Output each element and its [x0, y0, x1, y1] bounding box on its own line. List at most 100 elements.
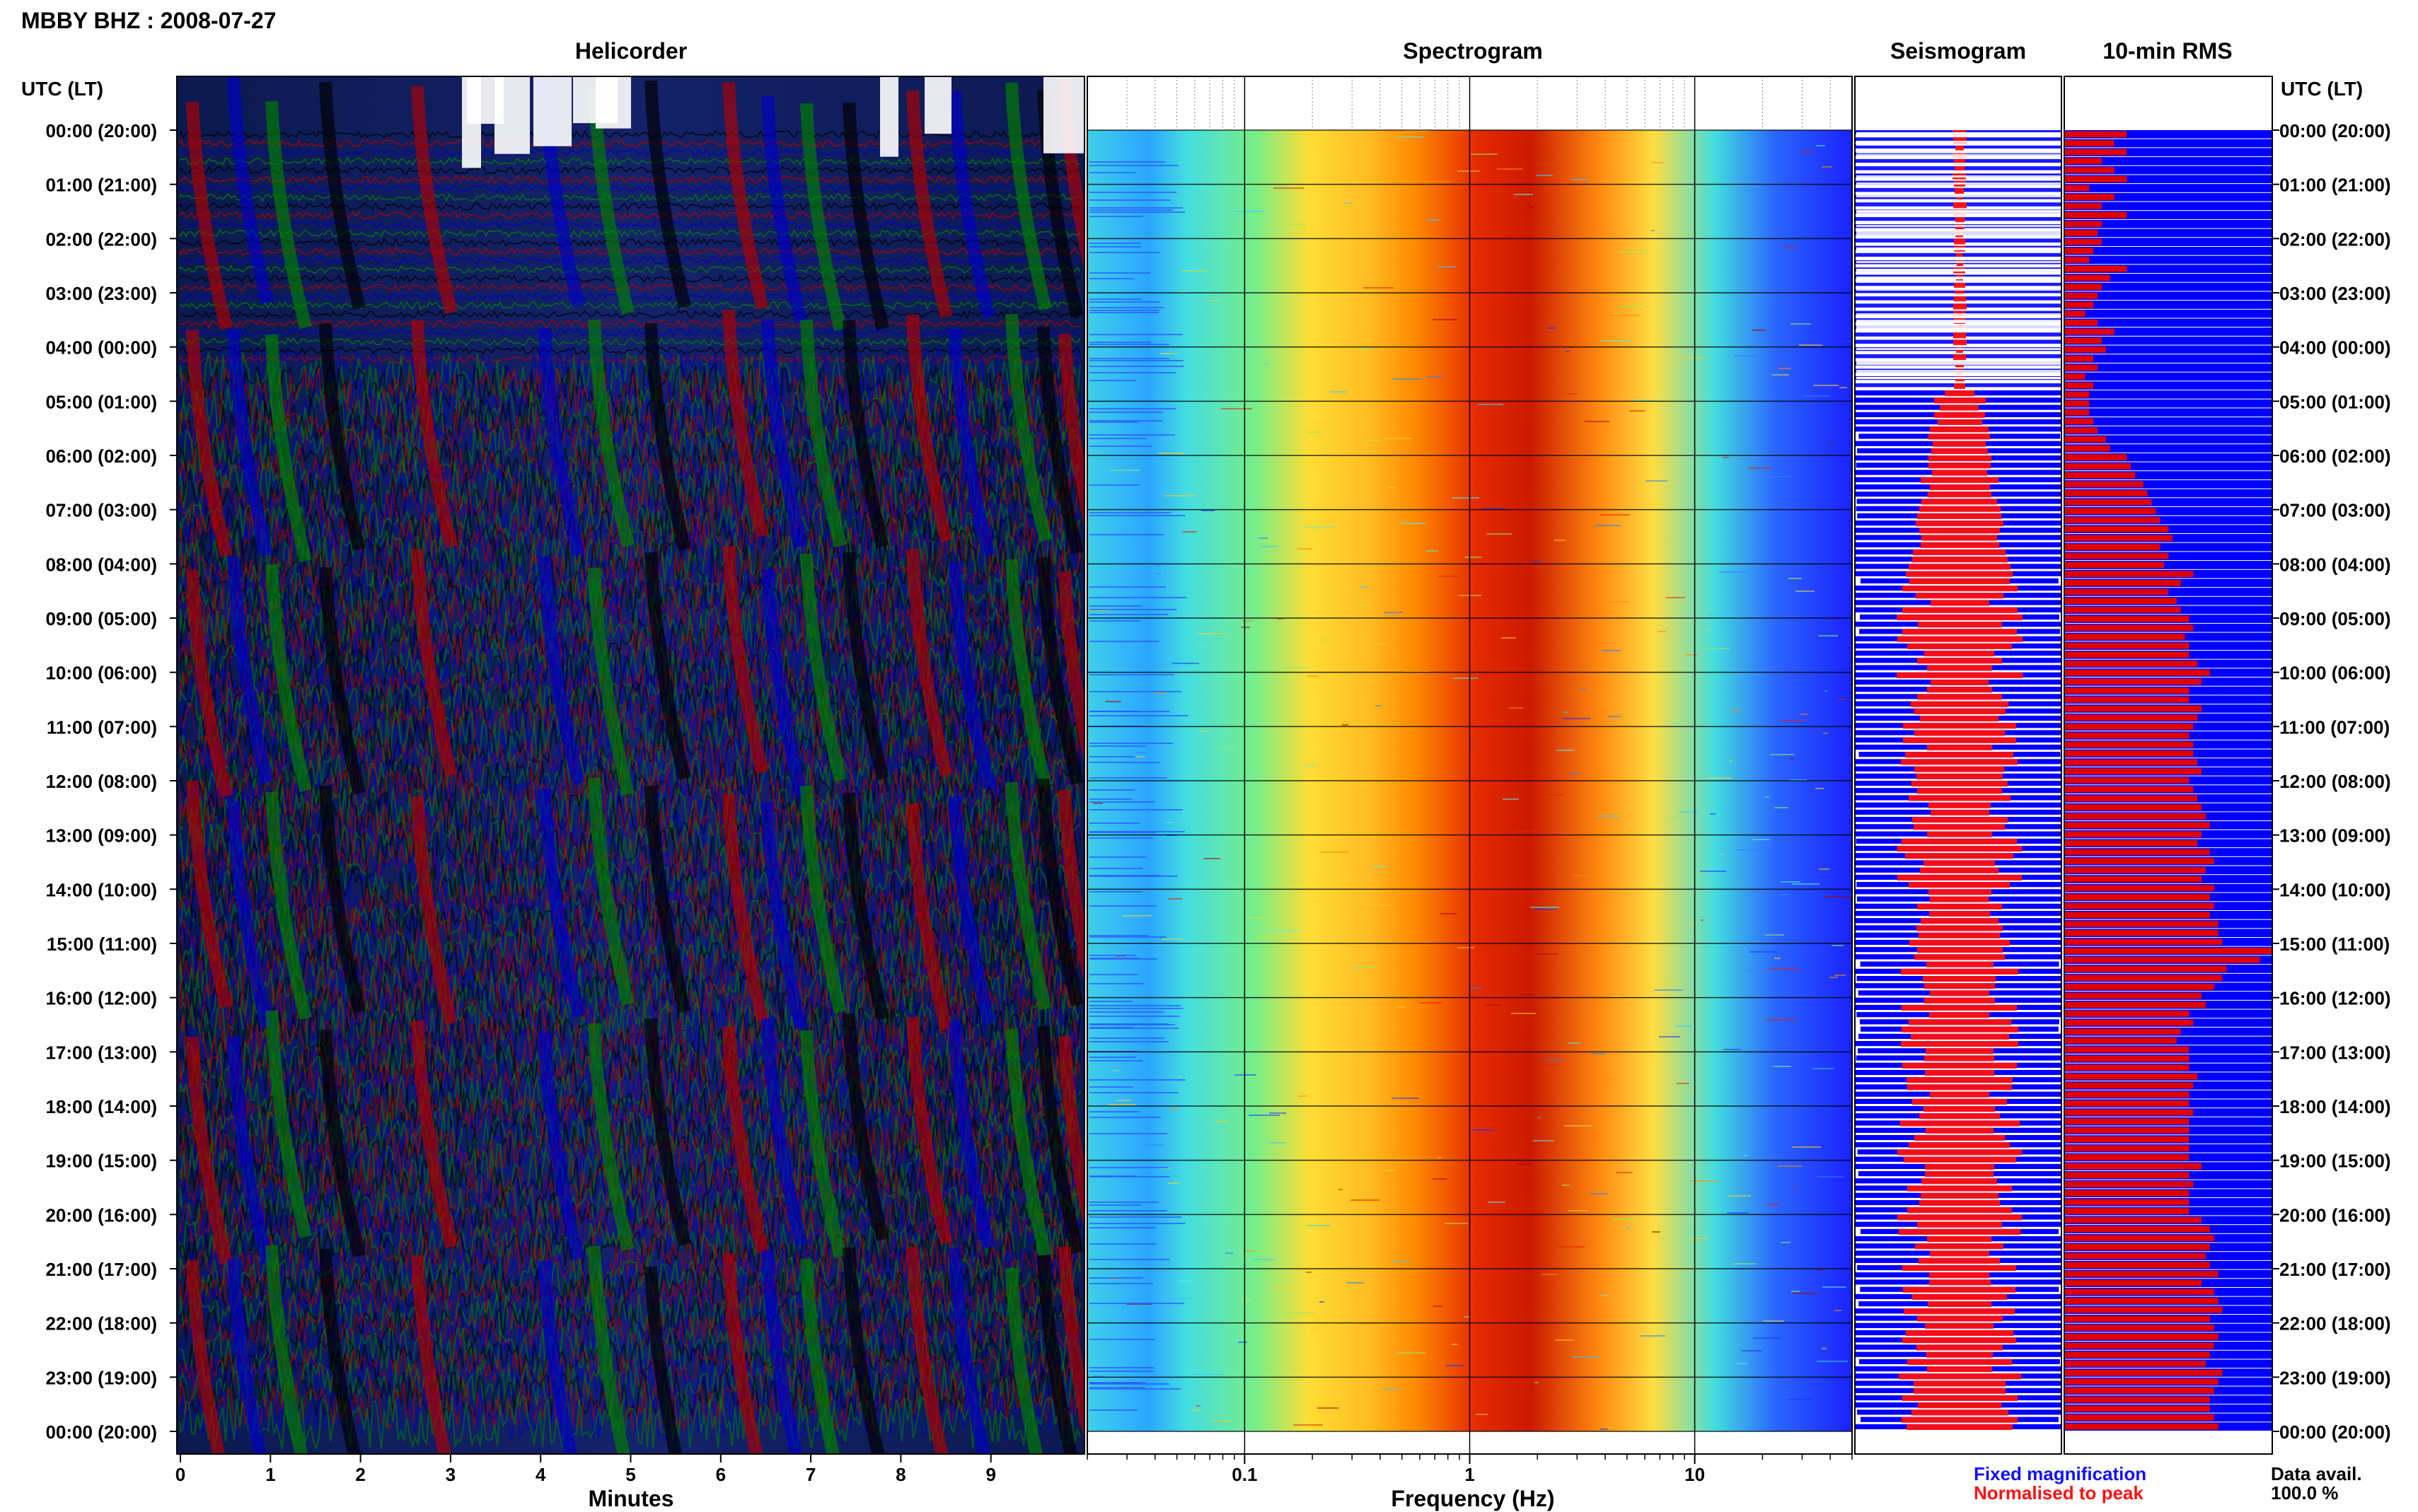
rms-normalised-bar — [2064, 1199, 2189, 1206]
rms-normalised-bar — [2064, 328, 2115, 335]
rms-normalised-bar — [2064, 1289, 2214, 1296]
rms-normalised-bar — [2064, 1216, 2202, 1223]
rms-fixed-bar — [2064, 192, 2272, 202]
rms-normalised-bar — [2064, 490, 2148, 496]
rms-normalised-bar — [2064, 867, 2206, 873]
rms-normalised-bar — [2064, 813, 2206, 820]
rms-normalised-bar — [2064, 167, 2115, 173]
rms-normalised-bar — [2064, 544, 2160, 550]
rms-normalised-bar — [2064, 849, 2210, 856]
right-time-axis-title: UTC (LT) — [2281, 78, 2363, 100]
rms-fixed-bar — [2064, 345, 2272, 354]
rms-normalised-bar — [2064, 499, 2152, 506]
rms-normalised-bar — [2064, 1127, 2189, 1134]
time-label-right: 10:00 (06:00) — [2279, 663, 2391, 684]
rms-normalised-bar — [2064, 598, 2177, 605]
minutes-tick-label: 6 — [716, 1464, 726, 1485]
rms-normalised-bar — [2064, 1145, 2189, 1152]
rms-title: 10-min RMS — [2102, 38, 2232, 64]
rms-normalised-bar — [2064, 310, 2086, 317]
rms-normalised-bar — [2064, 902, 2214, 909]
rms-normalised-bar — [2064, 1279, 2202, 1286]
rms-fixed-bar — [2064, 417, 2272, 426]
data-avail-value: 100.0 % — [2271, 1482, 2338, 1504]
rms-normalised-bar — [2064, 525, 2168, 533]
rms-fixed-bar — [2064, 139, 2272, 148]
rms-normalised-bar — [2064, 131, 2127, 138]
seismogram-panel — [1854, 76, 2062, 1455]
helicorder-panel: 0 1 2 3 4 5 6 7 8 9 — [175, 76, 1085, 1485]
time-label-left: 07:00 (03:00) — [45, 500, 157, 521]
rms-normalised-bar — [2064, 409, 2090, 416]
time-label-right: 00:00 (20:00) — [2279, 120, 2391, 141]
rms-normalised-bar — [2064, 1208, 2189, 1214]
rms-normalised-bar — [2064, 1405, 2210, 1412]
rms-normalised-bar — [2064, 274, 2110, 281]
rms-fixed-bar — [2064, 148, 2272, 157]
rms-normalised-bar — [2064, 463, 2131, 470]
rms-normalised-bar — [2064, 1100, 2189, 1107]
rms-normalised-bar — [2064, 292, 2098, 299]
rms-normalised-bar — [2064, 1342, 2214, 1349]
minutes-tick-label: 1 — [265, 1464, 275, 1485]
rms-normalised-bar — [2064, 1388, 2214, 1394]
time-label-right: 04:00 (00:00) — [2279, 337, 2391, 359]
time-label-left: 19:00 (15:00) — [45, 1151, 157, 1172]
rms-fixed-bar — [2064, 211, 2272, 219]
rms-normalised-bar — [2064, 1361, 2206, 1367]
rms-fixed-bar — [2064, 462, 2272, 471]
rms-fixed-bar — [2064, 453, 2272, 462]
rms-normalised-bar — [2064, 840, 2198, 847]
rms-normalised-bar — [2064, 1064, 2189, 1071]
rms-normalised-bar — [2064, 149, 2127, 156]
rms-normalised-bar — [2064, 759, 2198, 766]
rms-normalised-bar — [2064, 912, 2210, 919]
rms-normalised-bar — [2064, 1136, 2189, 1143]
time-label-left: 12:00 (08:00) — [45, 771, 157, 792]
rms-fixed-bar — [2064, 354, 2272, 363]
rms-normalised-bar — [2064, 615, 2189, 622]
rms-normalised-bar — [2064, 1091, 2189, 1098]
time-label-left: 03:00 (23:00) — [45, 283, 157, 304]
rms-normalised-bar — [2064, 1369, 2223, 1376]
time-label-left: 00:00 (20:00) — [45, 1421, 157, 1443]
time-label-left: 13:00 (09:00) — [45, 825, 157, 847]
rms-fixed-bar — [2064, 238, 2272, 246]
rms-normalised-bar — [2064, 1226, 2210, 1233]
time-label-left: 02:00 (22:00) — [45, 228, 157, 250]
time-label-left: 20:00 (16:00) — [45, 1204, 157, 1226]
rms-normalised-bar — [2064, 140, 2115, 146]
minutes-tick-label: 7 — [806, 1464, 816, 1485]
time-label-right: 01:00 (21:00) — [2279, 175, 2391, 196]
rms-normalised-bar — [2064, 1306, 2223, 1313]
rms-normalised-bar — [2064, 894, 2210, 900]
time-label-right: 03:00 (23:00) — [2279, 283, 2391, 304]
rms-normalised-bar — [2064, 1046, 2189, 1053]
rms-fixed-bar — [2064, 255, 2272, 264]
rms-normalised-bar — [2064, 472, 2135, 479]
rms-normalised-bar — [2064, 1001, 2206, 1008]
rms-normalised-bar — [2064, 1378, 2219, 1385]
rms-normalised-bar — [2064, 1163, 2202, 1170]
time-label-left: 06:00 (02:00) — [45, 446, 157, 467]
rms-normalised-bar — [2064, 831, 2202, 837]
time-label-right: 19:00 (15:00) — [2279, 1151, 2391, 1172]
rms-normalised-bar — [2064, 876, 2202, 883]
time-label-left: 09:00 (05:00) — [45, 608, 157, 629]
rms-normalised-bar — [2064, 320, 2098, 326]
rms-normalised-bar — [2064, 211, 2127, 219]
rms-fixed-bar — [2064, 184, 2272, 192]
rms-normalised-bar — [2064, 885, 2214, 892]
rms-normalised-bar — [2064, 651, 2189, 658]
time-label-right: 22:00 (18:00) — [2279, 1313, 2391, 1334]
rms-normalised-bar — [2064, 1351, 2210, 1358]
spectrogram-panel: 0.1 1 10 — [1087, 76, 1853, 1485]
rms-panel — [2064, 76, 2273, 1455]
rms-normalised-bar — [2064, 1271, 2219, 1277]
rms-fixed-bar — [2064, 274, 2272, 282]
rms-normalised-bar — [2064, 678, 2202, 685]
time-label-left: 10:00 (06:00) — [45, 663, 157, 684]
rms-normalised-bar — [2064, 1190, 2189, 1197]
rms-normalised-bar — [2064, 230, 2098, 236]
rms-fixed-bar — [2064, 130, 2272, 139]
